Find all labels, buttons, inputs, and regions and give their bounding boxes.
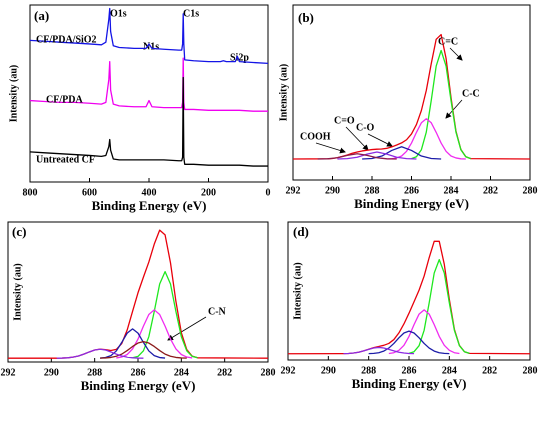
- spectrum-line: [343, 346, 415, 355]
- x-tick-label: 292: [281, 365, 296, 376]
- series-label: COOH: [300, 131, 331, 142]
- series-label: CF/PDA: [46, 94, 83, 105]
- plot-frame: [287, 221, 531, 361]
- x-tick-label: 400: [142, 187, 157, 198]
- arrow: [367, 133, 393, 147]
- spectrum-line: [408, 258, 470, 354]
- x-tick-label: 600: [82, 187, 97, 198]
- x-tick-label: 282: [483, 185, 498, 196]
- x-tick-label: 292: [286, 185, 301, 196]
- x-tick-label: 284: [444, 185, 459, 196]
- series-label: Untreated CF: [36, 154, 95, 165]
- y-axis-label: Intensity (au): [292, 262, 303, 320]
- x-tick-label: 286: [131, 367, 146, 378]
- y-axis-label: Intensity (au): [12, 263, 23, 321]
- x-tick-label: 280: [261, 367, 276, 378]
- x-tick-label: 286: [404, 185, 419, 196]
- spectrum-line: [388, 309, 460, 355]
- series-label: CF/PDA/SiO2: [36, 34, 97, 45]
- spectrum-line: [116, 309, 193, 359]
- spectrum-line: [132, 270, 198, 359]
- plot-frame: [292, 4, 531, 181]
- arrow: [315, 142, 346, 154]
- series-label: C-C: [462, 88, 480, 99]
- x-tick-label: 280: [523, 365, 538, 376]
- x-tick-label: 290: [321, 365, 336, 376]
- x-axis-label: Binding Energy (eV): [354, 196, 469, 211]
- arrow: [449, 47, 463, 61]
- y-axis-label: Intensity (au): [278, 64, 289, 122]
- x-tick-label: 292: [1, 367, 16, 378]
- series-label: C-N: [208, 306, 227, 317]
- panel-label: (d): [293, 224, 309, 239]
- peak-annotation: Si2p: [230, 52, 249, 63]
- peak-annotation: O1s: [110, 8, 127, 19]
- x-tick-label: 288: [365, 185, 380, 196]
- panel-label: (b): [298, 10, 314, 25]
- spectrum-line: [411, 49, 471, 160]
- x-tick-label: 284: [442, 365, 457, 376]
- panel-label: (a): [34, 8, 49, 23]
- series-label: C-O: [356, 122, 375, 133]
- spectrum-line: [29, 76, 268, 167]
- series-label: C=C: [438, 36, 458, 47]
- spectrum-line: [368, 330, 450, 355]
- x-axis-label: Binding Energy (eV): [81, 378, 196, 393]
- spectrum-line: [317, 153, 397, 160]
- arrow: [167, 316, 207, 341]
- x-axis-label: Binding Energy (eV): [352, 376, 467, 391]
- x-axis-label: Binding Energy (eV): [92, 198, 207, 213]
- peak-annotation: C1s: [183, 8, 199, 19]
- x-tick-label: 200: [201, 187, 216, 198]
- x-tick-label: 290: [325, 185, 340, 196]
- x-tick-label: 290: [44, 367, 59, 378]
- spectrum-line: [29, 7, 269, 65]
- x-tick-label: 282: [217, 367, 232, 378]
- x-tick-label: 800: [23, 187, 38, 198]
- arrow: [445, 99, 463, 119]
- x-tick-label: 288: [87, 367, 102, 378]
- series-label: C=O: [334, 115, 355, 126]
- spectrum-line: [337, 151, 417, 160]
- arrow: [345, 126, 369, 151]
- spectrum-line: [100, 328, 166, 359]
- x-tick-label: 286: [402, 365, 417, 376]
- x-tick-label: 0: [266, 187, 271, 198]
- x-tick-label: 288: [361, 365, 376, 376]
- x-tick-label: 282: [482, 365, 497, 376]
- x-tick-label: 284: [174, 367, 189, 378]
- x-tick-label: 280: [523, 185, 538, 196]
- spectrum-line: [29, 57, 268, 112]
- spectrum-line: [386, 118, 466, 160]
- spectrum-line: [100, 340, 187, 359]
- spectrum-line: [56, 348, 144, 359]
- y-axis-label: Intensity (au): [8, 65, 19, 123]
- panel-label: (c): [12, 224, 26, 239]
